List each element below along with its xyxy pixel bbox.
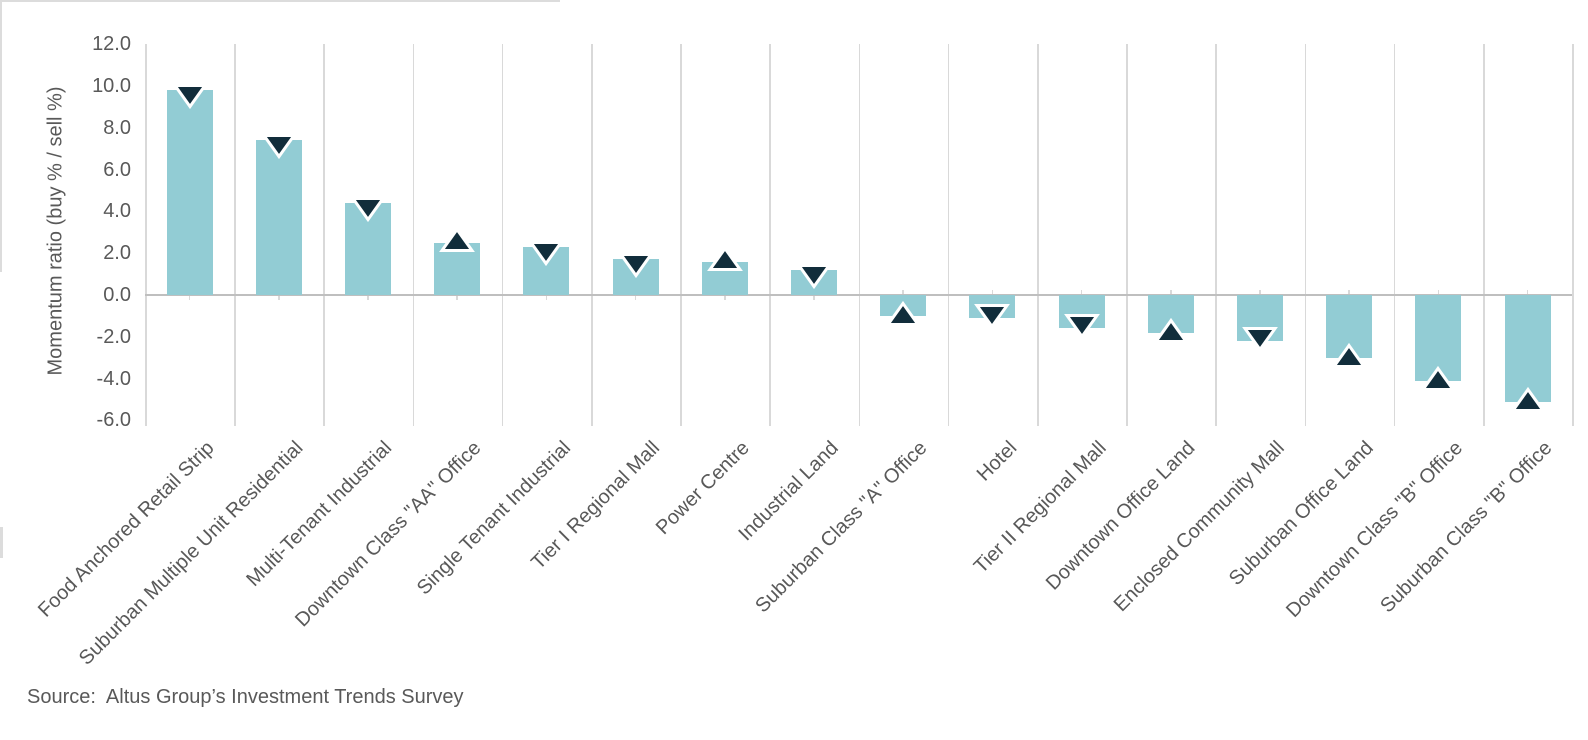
x-category-label: Hotel (972, 437, 1021, 486)
up-triangle-icon (1152, 317, 1190, 345)
category-gridline (145, 44, 147, 421)
x-axis-tick (1037, 420, 1039, 427)
y-tick-label: -6.0 (96, 409, 131, 432)
bar (1504, 295, 1551, 402)
x-category-label: Enclosed Community Mall (1109, 437, 1289, 617)
x-axis-tick (769, 420, 771, 427)
category-gridline (1126, 44, 1128, 421)
x-axis-tick (1215, 420, 1217, 427)
down-triangle-icon (1063, 312, 1101, 340)
down-triangle-icon (1241, 325, 1279, 353)
window-edge-top (0, 0, 560, 2)
category-gridline (1572, 44, 1574, 421)
x-category-label: Downtown Office Land (1041, 437, 1200, 595)
x-category-label: Downtown Class "AA" Office (291, 437, 486, 632)
category-gridline (1215, 44, 1217, 421)
up-triangle-icon (884, 300, 922, 328)
up-triangle-icon (1330, 342, 1368, 370)
category-gridline (1483, 44, 1485, 421)
category-gridline (858, 44, 861, 421)
category-gridline (1037, 44, 1039, 421)
category-gridline (769, 44, 771, 421)
up-triangle-icon (1509, 386, 1547, 414)
zero-axis-line (145, 294, 1573, 296)
x-category-label: Multi-Tenant Industrial (242, 437, 397, 591)
category-gridline (1304, 44, 1307, 421)
down-triangle-icon (527, 239, 565, 267)
x-axis-tick (1393, 420, 1396, 427)
y-tick-label: 12.0 (92, 33, 131, 56)
up-triangle-icon (438, 226, 476, 254)
x-category-label: Downtown Class "B" Office (1282, 437, 1467, 622)
down-triangle-icon (349, 195, 387, 223)
bar (255, 140, 302, 295)
x-axis-tick (1304, 420, 1307, 427)
category-gridline (323, 44, 325, 421)
x-category-label: Suburban Class "A" Office (751, 437, 932, 618)
category-gridline (591, 44, 593, 421)
x-axis-tick (323, 420, 325, 427)
y-tick-label: 10.0 (92, 75, 131, 97)
x-axis-tick (680, 420, 682, 427)
category-gridline (947, 44, 950, 421)
down-triangle-icon (795, 262, 833, 290)
x-axis-tick (1572, 420, 1574, 427)
x-category-label: Single Tenant Industrial (412, 437, 575, 600)
x-category-label: Suburban Office Land (1224, 437, 1378, 590)
y-tick-label: 8.0 (103, 116, 131, 139)
y-tick-label: 2.0 (103, 242, 131, 265)
down-triangle-icon (617, 251, 655, 279)
y-tick-label: 0.0 (103, 284, 131, 306)
window-edge-left (0, 0, 2, 272)
x-axis-tick (1483, 420, 1485, 427)
down-triangle-icon (973, 302, 1011, 330)
y-tick-label: 4.0 (103, 200, 131, 223)
y-tick-label: -4.0 (96, 367, 131, 390)
y-tick-label: 6.0 (103, 158, 131, 181)
x-axis-tick (1126, 420, 1128, 427)
x-axis-tick (947, 420, 950, 427)
category-gridline (680, 44, 682, 421)
down-triangle-icon (171, 82, 209, 110)
up-triangle-icon (706, 245, 744, 273)
down-triangle-icon (260, 132, 298, 160)
x-axis-tick (858, 420, 861, 427)
source-note: Source: Altus Group’s Investment Trends … (27, 686, 464, 708)
x-category-label: Power Centre (651, 437, 754, 540)
x-axis-tick (234, 420, 236, 427)
bar (166, 90, 213, 295)
window-edge-fragment (0, 527, 3, 558)
x-axis-tick (591, 420, 593, 427)
x-axis-tick (501, 420, 504, 427)
category-gridline (234, 44, 236, 421)
category-gridline (1393, 44, 1396, 421)
y-tick-label: -2.0 (96, 325, 131, 348)
x-category-label: Food Anchored Retail Strip (33, 437, 219, 622)
x-category-label: Suburban Class "B" Office (1375, 437, 1557, 618)
category-gridline (412, 44, 415, 421)
x-axis-tick (412, 420, 415, 427)
category-gridline (501, 44, 504, 421)
x-axis-tick (145, 420, 147, 427)
up-triangle-icon (1419, 365, 1457, 393)
